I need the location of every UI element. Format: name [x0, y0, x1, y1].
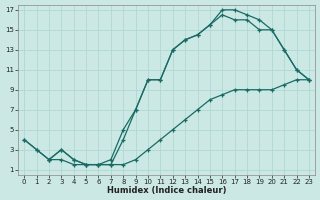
- X-axis label: Humidex (Indice chaleur): Humidex (Indice chaleur): [107, 186, 226, 195]
